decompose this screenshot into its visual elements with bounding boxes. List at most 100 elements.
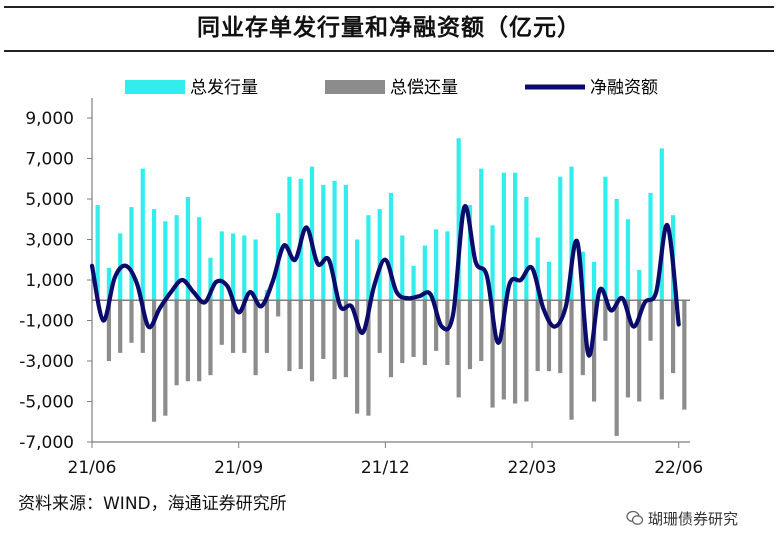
repay-bar <box>637 300 642 402</box>
issue-bar <box>637 269 642 301</box>
y-tick-label: 5,000 <box>25 190 74 210</box>
issue-bar <box>377 209 382 301</box>
repay-bar <box>501 300 506 400</box>
repay-bar <box>287 300 292 372</box>
repay-bar <box>377 300 382 353</box>
repay-bar <box>411 300 416 357</box>
issue-bar <box>422 245 427 301</box>
issue-bar <box>603 176 608 301</box>
repay-bar <box>129 300 134 343</box>
watermark-text: 瑚珊债券研究 <box>648 509 739 528</box>
repay-bar <box>332 300 337 380</box>
net-financing-point <box>249 291 251 293</box>
title-top-rule <box>4 6 774 8</box>
y-tick-label: 3,000 <box>25 231 74 251</box>
issue-bar <box>388 192 394 301</box>
issue-bar <box>625 219 631 301</box>
net-financing-point <box>418 295 421 298</box>
issue-bar <box>501 172 506 301</box>
bar-marks <box>95 138 687 436</box>
issue-bar <box>490 225 495 301</box>
legend-issue-label: 总发行量 <box>190 78 258 98</box>
net-financing-point <box>215 281 217 283</box>
issue-bar <box>321 184 326 301</box>
repay-bar <box>309 300 315 382</box>
y-tick-label: -3,000 <box>19 352 74 372</box>
net-financing-point <box>621 297 624 300</box>
net-financing-point <box>373 285 375 287</box>
issue-bar <box>106 267 112 301</box>
repay-bar <box>558 300 563 374</box>
repay-bar <box>185 300 191 382</box>
net-financing-point <box>305 226 308 229</box>
repay-bar <box>366 300 371 416</box>
issue-bar <box>479 168 484 301</box>
wechat-icon <box>626 510 644 525</box>
net-financing-point <box>542 307 545 310</box>
net-financing-point <box>204 301 206 304</box>
issue-bar <box>411 265 416 301</box>
issue-bar <box>163 221 168 301</box>
repay-bar <box>670 300 676 374</box>
net-financing-point <box>463 206 466 208</box>
net-financing-point <box>102 319 105 322</box>
x-tick-label: 22/06 <box>654 458 703 478</box>
y-tick-label: -5,000 <box>19 393 74 413</box>
net-financing-point <box>474 261 477 263</box>
repay-bar <box>163 300 168 416</box>
chart-title: 同业存单发行量和净融资额（亿元） <box>197 15 581 41</box>
repay-bar <box>276 300 281 317</box>
y-tick-label: 1,000 <box>25 271 74 291</box>
axes: 9,000 7,000 5,000 3,000 1,000 -1,000 -3,000 -5,… <box>19 98 703 478</box>
issue-bar <box>355 239 360 301</box>
repay-bar <box>546 300 552 372</box>
issue-bar <box>151 209 157 301</box>
repay-bar <box>321 300 326 359</box>
issue-bar <box>197 217 202 301</box>
net-financing-point <box>125 265 127 267</box>
y-tick-label: 9,000 <box>25 109 74 129</box>
net-financing-point <box>113 277 116 279</box>
repay-bar <box>343 300 348 378</box>
issue-bar <box>400 235 405 301</box>
net-financing-point <box>328 259 330 261</box>
repay-bar <box>388 300 394 378</box>
repay-bar <box>208 300 213 376</box>
x-tick-label: 21/06 <box>68 458 117 478</box>
net-financing-point <box>316 263 319 265</box>
repay-bar <box>445 300 450 366</box>
repay-bar <box>106 300 112 361</box>
repay-bar <box>479 300 484 361</box>
repay-bar <box>118 300 123 353</box>
issue-bar <box>287 176 292 301</box>
net-financing-point <box>283 244 285 247</box>
issue-bar <box>366 215 371 301</box>
net-financing-point <box>271 281 274 283</box>
issue-bar <box>219 231 224 301</box>
repay-bar <box>242 300 247 353</box>
repay-bar <box>648 300 653 341</box>
issue-bar <box>558 176 563 301</box>
legend-repay-swatch <box>325 80 385 94</box>
issue-bar <box>546 261 552 301</box>
net-financing-point <box>237 311 240 314</box>
repay-bar <box>569 300 574 420</box>
net-financing-point <box>91 265 93 267</box>
net-financing-point <box>192 291 195 293</box>
net-financing-line <box>89 204 681 358</box>
net-financing-point <box>520 279 522 281</box>
net-financing-point <box>531 267 533 269</box>
legend-repay-label: 总偿还量 <box>390 78 458 98</box>
issue-bar <box>513 172 518 301</box>
net-financing-point <box>158 307 161 310</box>
repay-bar <box>434 300 439 351</box>
y-tick-label: -7,000 <box>19 433 74 453</box>
net-financing-point <box>147 325 150 328</box>
repay-bar <box>659 300 664 400</box>
net-financing-point <box>339 305 342 308</box>
repay-bar <box>682 300 687 410</box>
repay-bar <box>524 300 529 402</box>
issue-bar <box>659 148 664 301</box>
net-financing-point <box>136 283 138 285</box>
net-financing-point <box>486 275 488 277</box>
